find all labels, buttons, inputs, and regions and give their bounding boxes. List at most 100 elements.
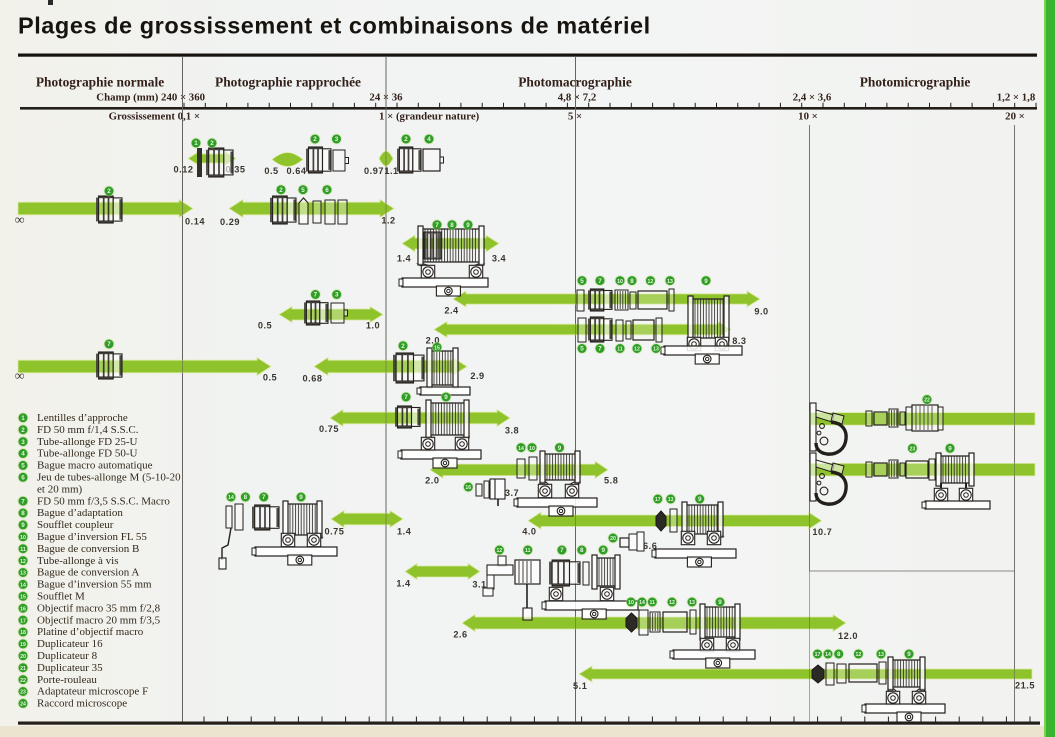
svg-text:Photomicrographie: Photomicrographie bbox=[860, 75, 971, 90]
svg-text:13: 13 bbox=[20, 571, 26, 577]
svg-text:0.5: 0.5 bbox=[264, 166, 278, 176]
svg-text:8: 8 bbox=[21, 510, 25, 517]
svg-text:8.3: 8.3 bbox=[732, 336, 746, 346]
svg-text:2.9: 2.9 bbox=[470, 371, 484, 381]
svg-text:FD 50 mm f/3,5 S.S.C. Macro: FD 50 mm f/3,5 S.S.C. Macro bbox=[37, 495, 170, 507]
svg-text:0.75: 0.75 bbox=[319, 424, 339, 434]
svg-text:10: 10 bbox=[529, 446, 535, 452]
svg-text:1.0: 1.0 bbox=[366, 321, 380, 331]
svg-text:Bague de conversion B: Bague de conversion B bbox=[37, 543, 139, 555]
svg-text:2: 2 bbox=[404, 136, 408, 143]
svg-text:8: 8 bbox=[837, 651, 841, 658]
svg-text:13: 13 bbox=[668, 497, 674, 503]
svg-text:22: 22 bbox=[924, 398, 930, 404]
svg-text:2.0: 2.0 bbox=[426, 336, 440, 346]
svg-text:4: 4 bbox=[427, 136, 431, 143]
svg-text:2.4: 2.4 bbox=[444, 306, 459, 316]
svg-text:16: 16 bbox=[20, 606, 26, 612]
svg-text:0.64: 0.64 bbox=[287, 166, 307, 176]
svg-text:12: 12 bbox=[669, 600, 675, 606]
svg-text:12: 12 bbox=[497, 548, 503, 554]
svg-text:13: 13 bbox=[653, 347, 659, 353]
svg-text:9: 9 bbox=[698, 496, 702, 503]
svg-text:10.7: 10.7 bbox=[812, 527, 832, 537]
svg-text:Soufflet coupleur: Soufflet coupleur bbox=[37, 519, 114, 531]
svg-text:3: 3 bbox=[335, 292, 339, 299]
svg-text:9: 9 bbox=[907, 651, 911, 658]
svg-text:1.2: 1.2 bbox=[381, 216, 395, 226]
svg-text:∞: ∞ bbox=[15, 212, 25, 227]
svg-text:12: 12 bbox=[634, 347, 640, 353]
svg-text:et 20 mm): et 20 mm) bbox=[37, 483, 83, 495]
svg-text:15: 15 bbox=[434, 345, 440, 351]
svg-text:23: 23 bbox=[910, 447, 916, 453]
svg-text:15: 15 bbox=[20, 595, 26, 601]
svg-text:1.4: 1.4 bbox=[396, 579, 411, 589]
svg-text:14: 14 bbox=[639, 600, 645, 606]
svg-text:9: 9 bbox=[466, 222, 470, 229]
svg-text:10: 10 bbox=[617, 279, 623, 285]
svg-text:12: 12 bbox=[648, 279, 654, 285]
svg-text:5.8: 5.8 bbox=[604, 476, 618, 486]
svg-text:17: 17 bbox=[655, 497, 661, 503]
svg-text:2: 2 bbox=[313, 136, 317, 143]
svg-text:5.1: 5.1 bbox=[573, 681, 587, 691]
svg-text:14: 14 bbox=[228, 495, 234, 501]
svg-text:6: 6 bbox=[325, 187, 329, 194]
svg-text:11: 11 bbox=[525, 548, 531, 554]
svg-text:11: 11 bbox=[617, 347, 623, 353]
svg-text:2: 2 bbox=[210, 140, 214, 147]
svg-text:8: 8 bbox=[244, 494, 248, 501]
svg-text:9: 9 bbox=[704, 278, 708, 285]
svg-text:7: 7 bbox=[598, 346, 602, 353]
svg-text:5: 5 bbox=[21, 463, 25, 470]
svg-text:13: 13 bbox=[689, 600, 695, 606]
svg-text:Objectif macro 20 mm f/3,5: Objectif macro 20 mm f/3,5 bbox=[37, 614, 161, 626]
svg-text:0.75: 0.75 bbox=[324, 527, 344, 537]
svg-text:6: 6 bbox=[21, 475, 25, 482]
svg-text:1.4: 1.4 bbox=[397, 527, 412, 537]
svg-text:9: 9 bbox=[21, 522, 25, 529]
svg-text:6.6: 6.6 bbox=[643, 541, 657, 551]
svg-text:1: 1 bbox=[21, 415, 25, 422]
svg-text:Bague d’inversion 55 mm: Bague d’inversion 55 mm bbox=[37, 579, 152, 591]
svg-text:2: 2 bbox=[107, 188, 111, 195]
svg-text:1.1: 1.1 bbox=[384, 166, 398, 176]
svg-text:4: 4 bbox=[21, 451, 25, 458]
svg-text:Tube-allonge à vis: Tube-allonge à vis bbox=[37, 555, 118, 567]
svg-text:9: 9 bbox=[948, 446, 952, 453]
svg-text:9: 9 bbox=[558, 445, 562, 452]
svg-text:2: 2 bbox=[401, 343, 405, 350]
svg-text:20: 20 bbox=[20, 654, 26, 660]
svg-text:2: 2 bbox=[21, 427, 25, 434]
svg-text:7: 7 bbox=[21, 498, 25, 505]
svg-text:1 × (grandeur nature): 1 × (grandeur nature) bbox=[379, 111, 480, 123]
svg-text:0.14: 0.14 bbox=[185, 217, 205, 227]
svg-text:0.5: 0.5 bbox=[258, 321, 272, 331]
svg-text:7: 7 bbox=[598, 278, 602, 285]
svg-text:7: 7 bbox=[262, 494, 266, 501]
svg-text:1,2 × 1,8: 1,2 × 1,8 bbox=[997, 92, 1036, 104]
svg-text:Plages de grossissement et com: Plages de grossissement et combinaisons … bbox=[18, 13, 651, 39]
svg-text:3: 3 bbox=[21, 439, 25, 446]
svg-text:9: 9 bbox=[601, 547, 605, 554]
svg-text:Duplicateur 16: Duplicateur 16 bbox=[37, 638, 103, 650]
svg-text:8: 8 bbox=[580, 547, 584, 554]
svg-text:12: 12 bbox=[856, 652, 862, 658]
svg-text:4,8 × 7,2: 4,8 × 7,2 bbox=[558, 92, 597, 104]
svg-text:17: 17 bbox=[815, 652, 821, 658]
svg-text:Champ (mm) 240 × 360: Champ (mm) 240 × 360 bbox=[96, 92, 205, 104]
svg-text:8: 8 bbox=[630, 278, 634, 285]
svg-text:Objectif macro 35 mm f/2,8: Objectif macro 35 mm f/2,8 bbox=[37, 602, 161, 614]
svg-text:Duplicateur 35: Duplicateur 35 bbox=[37, 662, 103, 674]
svg-text:Tube-allonge FD 50-U: Tube-allonge FD 50-U bbox=[37, 448, 137, 460]
svg-text:22: 22 bbox=[20, 678, 26, 684]
svg-text:Porte-rouleau: Porte-rouleau bbox=[37, 674, 97, 686]
svg-text:Soufflet M: Soufflet M bbox=[37, 591, 85, 603]
svg-text:Adaptateur microscope F: Adaptateur microscope F bbox=[37, 686, 148, 698]
svg-text:1: 1 bbox=[194, 140, 198, 147]
svg-text:18: 18 bbox=[20, 630, 26, 636]
svg-text:10: 10 bbox=[628, 600, 634, 606]
svg-text:2: 2 bbox=[279, 187, 283, 194]
svg-text:Bague de conversion A: Bague de conversion A bbox=[37, 567, 139, 579]
